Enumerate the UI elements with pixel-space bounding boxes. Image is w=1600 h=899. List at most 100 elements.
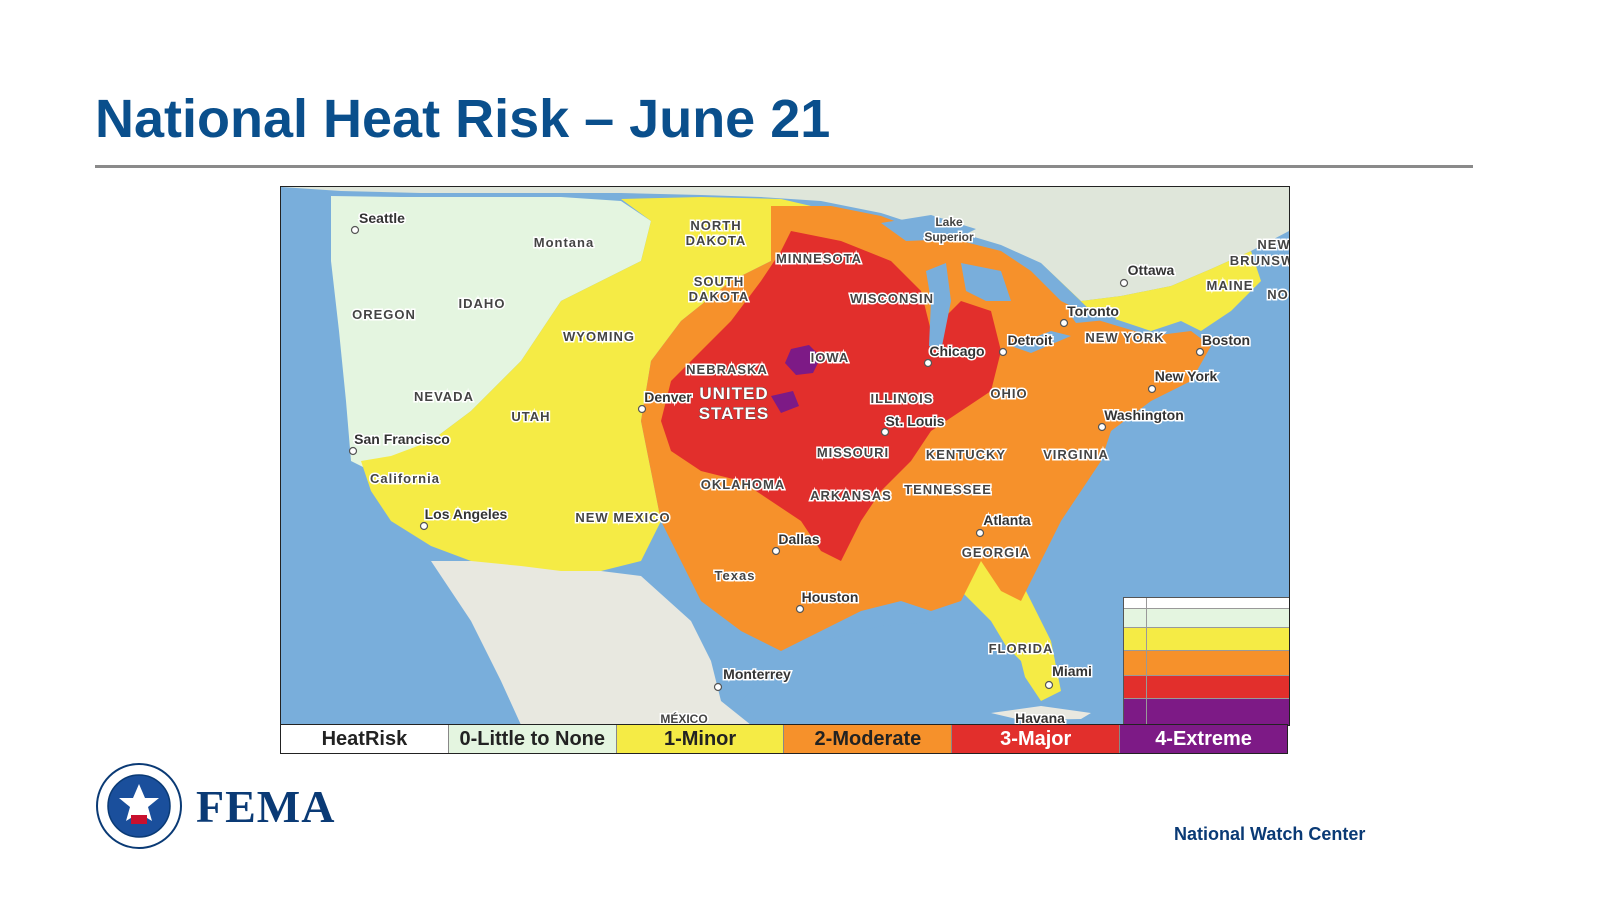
city-marker-icon (923, 358, 933, 368)
state-label: TENNESSEE (904, 482, 992, 497)
state-label: MISSOURI (817, 445, 889, 460)
state-label: DAKOTA (689, 289, 750, 304)
city-marker-icon (1195, 347, 1205, 357)
city-label: Ottawa (1128, 262, 1175, 278)
city-marker-icon (771, 546, 781, 556)
dhs-seal-icon (96, 763, 182, 849)
lake-superior-label-1: Lake (935, 215, 963, 229)
state-label: NORTH (690, 218, 741, 233)
legend-little-none: 0-Little to None (448, 725, 617, 753)
city-label: Boston (1202, 332, 1250, 348)
heat-risk-inset-table (1123, 597, 1289, 725)
city-marker-icon (795, 604, 805, 614)
city-marker-icon (419, 521, 429, 531)
risk-minor-region-northeast (1041, 251, 1261, 331)
title-divider (95, 165, 1473, 168)
state-label: NEW MEXICO (575, 510, 670, 525)
cuba-land (991, 706, 1091, 720)
risk-extreme-region-iowa (785, 345, 821, 375)
city-label: Monterrey (723, 666, 791, 682)
lake-superior-label-2: Superior (924, 230, 974, 244)
state-label: NEVADA (414, 389, 474, 404)
city-label: Atlanta (983, 512, 1031, 528)
risk-major-region (661, 231, 1001, 561)
mexico-label: MÉXICO (660, 711, 707, 725)
city-marker-icon (1119, 278, 1129, 288)
lake-superior (881, 215, 976, 241)
state-label: NO (1267, 287, 1289, 302)
state-label: MINNESOTA (776, 251, 862, 266)
city-marker-icon (637, 404, 647, 414)
slide-title: National Heat Risk – June 21 (95, 89, 831, 149)
country-label-states: STATES (699, 404, 770, 423)
heat-risk-map: NORTH DAKOTA Montana MINNESOTA SOUTH DAKOTA WI… (280, 186, 1290, 726)
state-label: FLORIDA (989, 641, 1054, 656)
legend-extreme: 4-Extreme (1120, 725, 1287, 753)
city-label: Seattle (359, 210, 405, 226)
city-label: Toronto (1067, 303, 1119, 319)
city-label: San Francisco (354, 431, 450, 447)
canada-land (281, 187, 1289, 301)
state-label: Montana (534, 235, 594, 250)
city-label: St. Louis (885, 413, 944, 429)
fema-wordmark: FEMA (196, 781, 336, 832)
city-label: Dallas (778, 531, 819, 547)
city-labels: Seattle Ottawa Toronto Detroit Chicago Boston… (348, 209, 1252, 725)
city-marker-icon (998, 347, 1008, 357)
state-label: GEORGIA (962, 545, 1030, 560)
city-label: Los Angeles (425, 506, 508, 522)
state-label: NEW YORK (1085, 330, 1164, 345)
state-label: DAKOTA (686, 233, 747, 248)
legend-moderate: 2-Moderate (784, 725, 953, 753)
state-label: Texas (715, 568, 756, 583)
risk-minor-region-west (361, 197, 811, 571)
national-watch-center-label: National Watch Center (1174, 824, 1366, 844)
city-label: Chicago (929, 343, 984, 359)
city-marker-icon (880, 427, 890, 437)
state-label: OREGON (352, 307, 416, 322)
city-label: New York (1155, 368, 1218, 384)
state-label: WISCONSIN (850, 291, 934, 306)
state-label: NEW (1257, 237, 1289, 252)
state-label: OHIO (990, 386, 1027, 401)
state-label: UTAH (511, 409, 550, 424)
risk-extreme-region-nebraska (771, 391, 799, 413)
heat-risk-legend: HeatRisk 0-Little to None 1-Minor 2-Mode… (280, 724, 1288, 754)
country-label-united: UNITED (699, 384, 768, 403)
state-label: NEBRASKA (686, 362, 768, 377)
city-label: Washington (1104, 407, 1184, 423)
gulf-of-mexico (741, 621, 1031, 725)
city-label: Detroit (1007, 332, 1052, 348)
city-marker-icon (1044, 680, 1054, 690)
legend-major: 3-Major (952, 725, 1121, 753)
city-marker-icon (713, 682, 723, 692)
state-label: SOUTH (694, 274, 745, 289)
state-label: OKLAHOMA (701, 477, 786, 492)
state-label: WYOMING (563, 329, 635, 344)
state-label: California (370, 471, 440, 486)
state-label: KENTUCKY (926, 447, 1006, 462)
city-label: Havana (1015, 710, 1065, 725)
state-label: ILLINOIS (871, 391, 934, 406)
mexico-land (431, 561, 751, 725)
state-label: VIRGINIA (1043, 447, 1109, 462)
state-label: IDAHO (459, 296, 506, 311)
city-label: Denver (644, 389, 692, 405)
city-label: Miami (1052, 663, 1092, 679)
lake-michigan (926, 263, 951, 351)
city-marker-icon (1097, 422, 1107, 432)
lake-ontario (1071, 309, 1116, 323)
city-marker-icon (1059, 318, 1069, 328)
state-label: BRUNSW (1230, 253, 1289, 268)
city-marker-icon (975, 528, 985, 538)
state-label: IOWA (811, 350, 850, 365)
state-label: MAINE (1207, 278, 1254, 293)
lake-huron (961, 263, 1011, 301)
legend-minor: 1-Minor (616, 725, 785, 753)
city-marker-icon (350, 225, 360, 235)
city-label: Houston (802, 589, 859, 605)
city-marker-icon (1147, 384, 1157, 394)
risk-little-none-region (331, 196, 651, 471)
